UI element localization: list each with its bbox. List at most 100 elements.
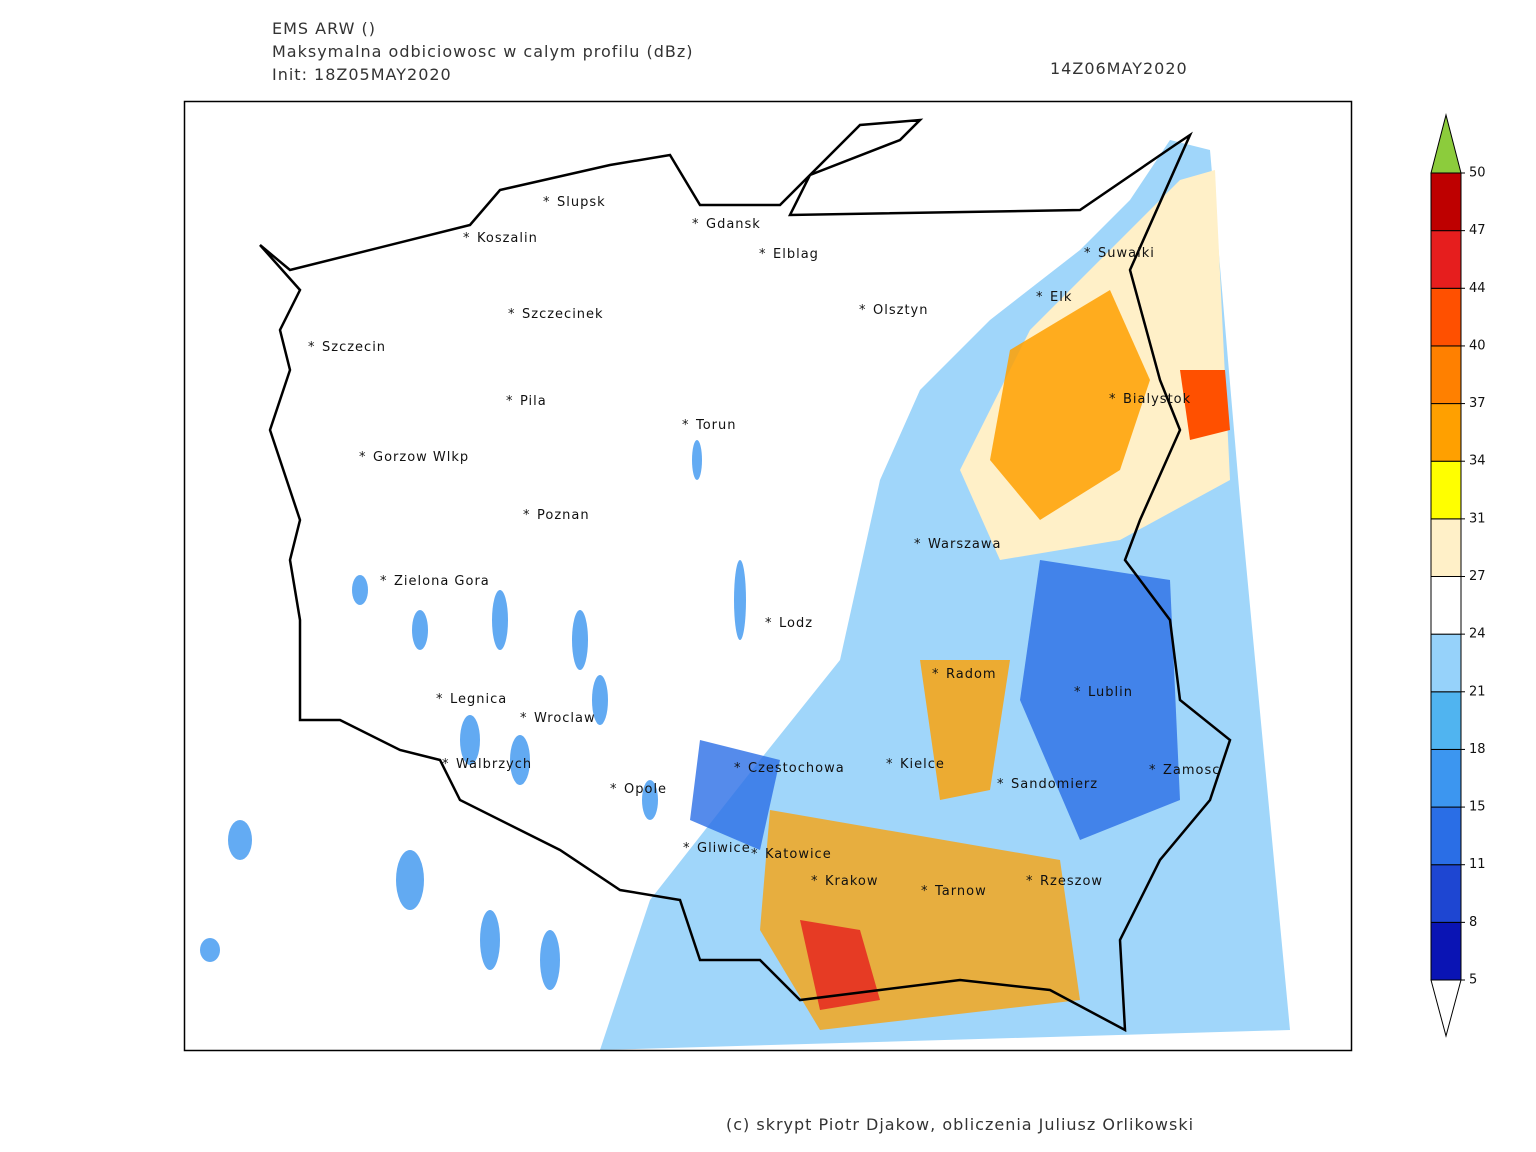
city-marker: * (380, 574, 388, 589)
city-marker: * (543, 195, 551, 210)
city-marker: * (1149, 763, 1157, 778)
city-marker: * (506, 394, 514, 409)
city-marker: * (359, 450, 367, 465)
city-label: Pila (520, 394, 547, 409)
colorbar-label: 40 (1469, 338, 1486, 353)
city-marker: * (759, 247, 767, 262)
init-time: Init: 18Z05MAY2020 (272, 65, 452, 84)
city-marker: * (1084, 246, 1092, 261)
color-bin (1430, 518, 1462, 577)
city-label: Opole (624, 782, 667, 797)
colorbar-label: 50 (1469, 166, 1486, 181)
colorbar-label: 27 (1469, 569, 1486, 584)
border (259, 118, 1232, 1033)
city-marker: * (751, 847, 759, 862)
city-marker: * (997, 777, 1005, 792)
field-title: Maksymalna odbiciowosc w calym profilu (… (272, 42, 694, 61)
city-label: Zamosc (1163, 763, 1220, 778)
city-label: Koszalin (477, 231, 538, 246)
color-bin (1430, 691, 1462, 750)
city-marker: * (1109, 392, 1117, 407)
city-label: Krakow (825, 874, 879, 889)
model-title: EMS ARW () (272, 19, 376, 38)
color-bin (1430, 403, 1462, 462)
city-marker: * (692, 217, 700, 232)
city-label: Czestochowa (748, 761, 845, 776)
city-marker: * (523, 508, 531, 523)
city-label: Elblag (773, 247, 819, 262)
under-triangle (1430, 979, 1462, 1038)
colorbar-label: 44 (1469, 281, 1486, 296)
city-label: Kielce (900, 757, 945, 772)
city-label: Torun (695, 418, 737, 433)
city-marker: * (308, 340, 316, 355)
city-marker: * (1074, 685, 1082, 700)
colorbar-label: 8 (1469, 915, 1477, 930)
city-marker: * (520, 711, 528, 726)
color-bin (1430, 864, 1462, 923)
city-label: Lublin (1088, 685, 1133, 700)
color-bin (1430, 748, 1462, 808)
city-label: Katowice (765, 847, 832, 862)
city-label: Radom (946, 667, 997, 682)
city-label: Poznan (537, 508, 590, 523)
city-label: Zielona Gora (394, 574, 490, 589)
color-bin (1430, 287, 1462, 347)
colorbar-label: 5 (1469, 973, 1477, 988)
city-label: Suwalki (1098, 246, 1155, 261)
city-marker: * (1026, 874, 1034, 889)
color-bin (1430, 633, 1462, 693)
color-bin (1430, 172, 1462, 232)
credit: (c) skrypt Piotr Djakow, obliczenia Juli… (726, 1115, 1194, 1134)
radar-field (200, 140, 1290, 1050)
color-bin (1430, 576, 1462, 635)
map-frame (183, 100, 1353, 1052)
colorbar-label: 47 (1469, 223, 1486, 238)
city-marker: * (932, 667, 940, 682)
city-label: Wroclaw (534, 711, 596, 726)
colorbar-label: 34 (1469, 454, 1486, 469)
city-label: Walbrzych (456, 757, 532, 772)
city-label: Rzeszow (1040, 874, 1103, 889)
colorbar-label: 18 (1469, 742, 1486, 757)
city-marker: * (610, 782, 618, 797)
map (183, 100, 1353, 1052)
color-bin (1430, 460, 1462, 520)
colorbar-label: 24 (1469, 627, 1486, 642)
city-labels: * Slupsk * Koszalin * Gdansk * Elblag * Suwalki * E… (308, 195, 1220, 899)
city-label: Gdansk (706, 217, 761, 232)
city-marker: * (683, 841, 691, 856)
city-label: Warszawa (928, 537, 1002, 552)
color-bin (1430, 921, 1462, 981)
city-label: Szczecinek (522, 307, 604, 322)
city-label: Tarnow (934, 884, 987, 899)
city-label: Elk (1050, 290, 1072, 305)
city-marker: * (1036, 290, 1044, 305)
colorbar-label: 15 (1469, 800, 1486, 815)
city-label: Bialystok (1123, 392, 1191, 407)
city-marker: * (859, 303, 867, 318)
city-marker: * (442, 757, 450, 772)
over-triangle (1430, 113, 1462, 174)
valid-time: 14Z06MAY2020 (1050, 59, 1188, 78)
city-label: Gorzow Wlkp (373, 450, 469, 465)
color-bin (1430, 230, 1462, 289)
colorbar: 5 8 11 15 18 21 24 27 31 34 37 40 44 47 50 (1430, 113, 1486, 1038)
colorbar-label: 11 (1469, 857, 1486, 872)
colorbar-label: 21 (1469, 684, 1486, 699)
colorbar-label: 37 (1469, 396, 1486, 411)
city-marker: * (436, 692, 444, 707)
city-marker: * (886, 757, 894, 772)
city-label: Lodz (779, 616, 813, 631)
city-marker: * (765, 616, 773, 631)
colorbar-label: 31 (1469, 511, 1486, 526)
city-marker: * (508, 307, 516, 322)
color-bin (1430, 345, 1462, 405)
city-label: Sandomierz (1011, 777, 1098, 792)
city-marker: * (914, 537, 922, 552)
city-label: Olsztyn (873, 303, 928, 318)
city-marker: * (811, 874, 819, 889)
color-bin (1430, 806, 1462, 866)
city-label: Szczecin (322, 340, 386, 355)
